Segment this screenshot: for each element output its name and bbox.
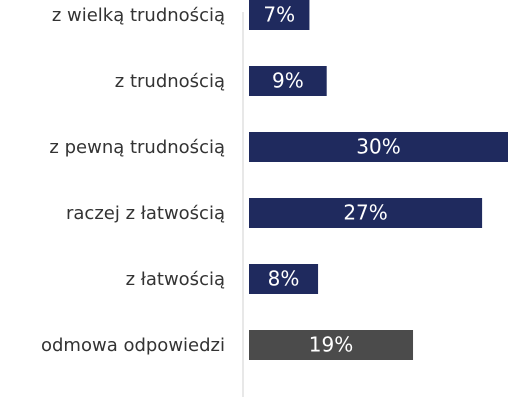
value-label: 9% bbox=[272, 69, 304, 93]
category-label: z pewną trudnością bbox=[49, 137, 225, 158]
category-label: raczej z łatwością bbox=[66, 203, 225, 224]
value-label: 30% bbox=[356, 135, 400, 159]
bar bbox=[249, 264, 319, 294]
category-label: z łatwością bbox=[126, 269, 225, 290]
value-label: 8% bbox=[268, 267, 300, 291]
value-label: 7% bbox=[263, 3, 295, 27]
value-label: 19% bbox=[309, 333, 353, 357]
category-label: z wielką trudnością bbox=[52, 5, 225, 26]
category-label: odmowa odpowiedzi bbox=[41, 335, 225, 356]
value-label: 27% bbox=[343, 201, 387, 225]
bar bbox=[249, 132, 508, 162]
bar bbox=[249, 66, 327, 96]
bar bbox=[249, 330, 414, 360]
bar bbox=[249, 0, 310, 30]
bar bbox=[249, 198, 483, 228]
category-label: z trudnością bbox=[115, 71, 225, 92]
